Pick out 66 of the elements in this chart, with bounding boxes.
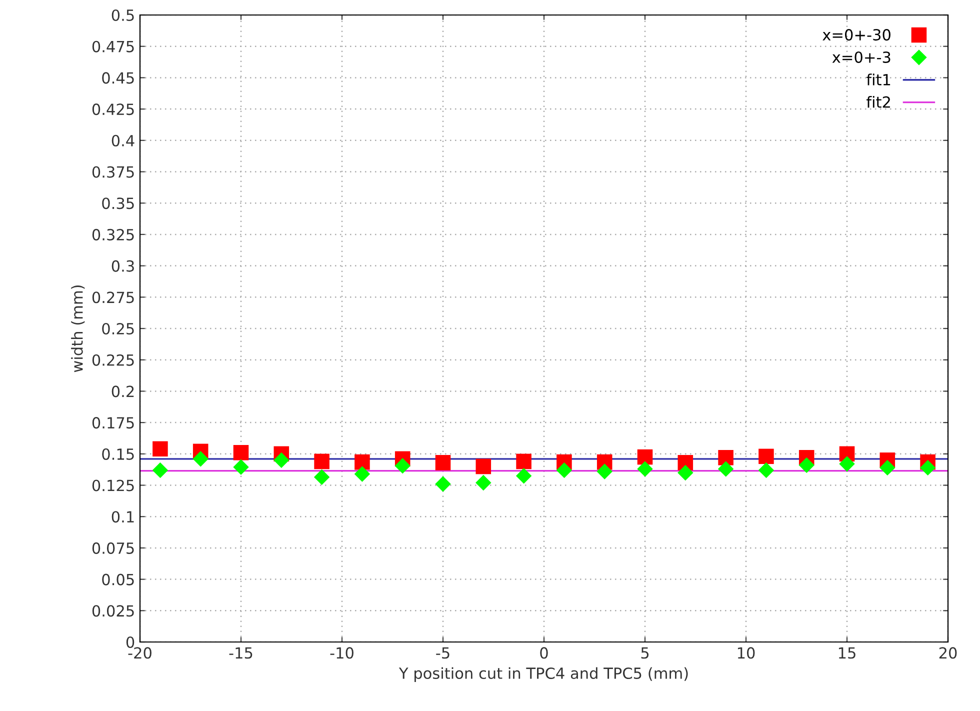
y-tick-label: 0.5 [112,9,134,22]
legend-label: fit1 [866,74,890,86]
y-tick-label: 0.375 [92,166,134,178]
point [516,454,532,470]
point [314,470,330,485]
y-tick-label: 0.225 [92,354,134,366]
legend-label: fit2 [866,96,890,108]
x-axis-title: Y position cut in TPC4 and TPC5 (mm) [398,667,688,682]
point [597,464,612,480]
point [233,445,249,460]
x-tick-label: -5 [436,647,450,659]
y-axis-title: width (mm) [71,285,85,372]
x-tick-label: 5 [641,647,649,659]
y-tick-label: 0.175 [92,417,134,429]
point [314,454,330,470]
point [274,452,289,468]
point [718,461,734,477]
point [152,441,168,457]
point [718,450,734,466]
point [799,458,814,473]
point [152,462,168,478]
y-tick-label: 0.025 [92,605,134,617]
y-tick-label: 0.05 [102,574,134,586]
y-tick-label: 0 [126,636,134,648]
legend-label: x=0+-30 [822,29,890,41]
x-tick-label: 10 [738,647,755,659]
x-tick-label: -15 [229,647,252,659]
point [637,449,653,465]
point [193,451,208,466]
x-tick-label: 20 [939,647,957,659]
point [354,466,370,482]
point [516,468,532,484]
y-tick-label: 0.35 [102,198,134,210]
point [758,448,774,464]
point [920,460,936,476]
y-tick-label: 0.275 [92,292,134,304]
y-tick-label: 0.4 [112,134,134,146]
y-tick-label: 0.15 [102,448,134,460]
point [395,458,410,474]
y-tick-label: 0.475 [92,40,134,52]
y-tick-label: 0.075 [92,542,134,554]
point [435,476,451,492]
x-tick-label: 0 [540,647,548,659]
y-tick-label: 0.3 [112,260,134,272]
y-tick-label: 0.425 [92,104,134,116]
point [354,454,370,470]
y-tick-label: 0.125 [92,480,134,492]
y-tick-label: 0.45 [102,72,134,84]
point [637,461,653,477]
y-tick-label: 0.1 [112,511,134,523]
point [556,462,572,478]
point [476,475,491,490]
point [435,455,451,470]
point [839,456,855,472]
point [678,465,693,480]
y-tick-label: 0.325 [92,228,134,240]
x-tick-label: 15 [838,647,856,659]
legend-label: x=0+-3 [832,51,890,63]
y-tick-label: 0.2 [112,386,134,398]
point [880,460,895,476]
x-tick-label: -20 [128,647,152,659]
point [476,458,492,474]
x-tick-label: -10 [330,647,354,659]
y-tick-label: 0.25 [102,322,134,335]
point [233,459,249,475]
point [758,462,774,478]
